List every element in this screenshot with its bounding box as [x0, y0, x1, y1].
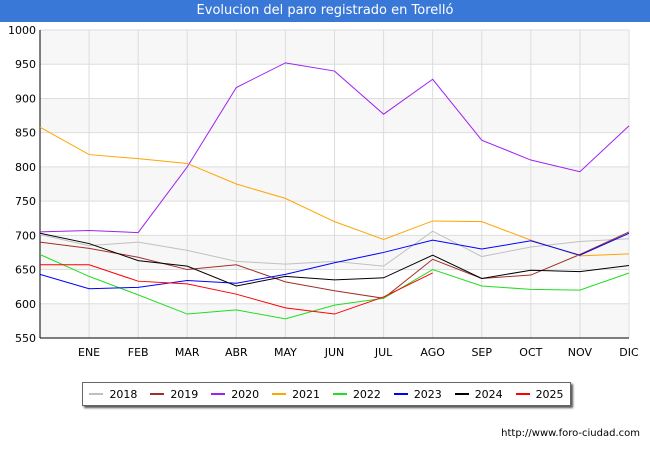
y-tick-label: 1000	[8, 24, 36, 37]
legend-item-2025: 2025	[515, 387, 564, 401]
series-line-2019	[39, 231, 630, 299]
x-tick-label: FEB	[128, 346, 149, 359]
series-line-2018	[39, 230, 630, 267]
legend-label: 2024	[474, 387, 503, 401]
x-tick-label: JUL	[374, 346, 393, 359]
legend-item-2024: 2024	[454, 387, 503, 401]
x-tick-label: ABR	[225, 346, 248, 359]
series-line-2020	[39, 62, 630, 234]
legend-swatch	[211, 393, 226, 395]
x-tick-label: MAY	[274, 346, 297, 359]
series-line-2024	[39, 232, 630, 287]
x-tick-label: NOV	[568, 346, 593, 359]
legend-label: 2022	[352, 387, 381, 401]
series-line-2025	[40, 264, 433, 315]
legend-swatch	[272, 393, 287, 395]
legend-swatch	[150, 393, 165, 395]
y-tick-label: 900	[15, 92, 36, 105]
legend-item-2019: 2019	[150, 388, 198, 401]
legend-label: 2019	[170, 387, 199, 401]
legend-swatch	[393, 393, 408, 395]
legend-item-2022: 2022	[332, 387, 381, 401]
legend-swatch	[332, 393, 347, 395]
series-line-2021	[39, 126, 630, 257]
y-tick-label: 800	[15, 161, 36, 174]
legend-label: 2018	[109, 387, 138, 401]
x-tick-label: DIC	[619, 346, 639, 359]
legend-label: 2023	[413, 387, 442, 401]
legend-label: 2021	[292, 387, 321, 401]
legend: 2018 2019 2020 2021 2022 2023 2024 2025	[82, 382, 571, 406]
y-tick-label: 700	[15, 229, 36, 242]
source-credit: http://www.foro-ciudad.com	[501, 428, 640, 439]
legend-label: 2025	[535, 387, 564, 401]
x-tick-label: JUN	[324, 346, 345, 359]
x-tick-label: MAR	[175, 346, 200, 359]
legend-item-2020: 2020	[211, 388, 259, 401]
legend-swatch	[454, 393, 469, 395]
y-tick-label: 850	[15, 127, 36, 140]
chart-title: Evolucion del paro registrado en Torelló	[0, 0, 650, 22]
x-tick-label: OCT	[519, 346, 542, 359]
legend-item-2018: 2018	[89, 388, 137, 401]
x-tick-label: AGO	[420, 346, 445, 359]
y-tick-label: 650	[15, 264, 36, 277]
legend-item-2023: 2023	[393, 387, 442, 401]
legend-item-2021: 2021	[272, 388, 320, 401]
x-tick-label: ENE	[78, 346, 100, 359]
legend-swatch	[515, 393, 530, 395]
y-tick-label: 550	[15, 332, 36, 345]
y-tick-label: 600	[15, 298, 36, 311]
legend-swatch	[89, 393, 104, 395]
y-tick-label: 950	[15, 58, 36, 71]
x-tick-label: SEP	[471, 346, 492, 359]
series-line-2022	[39, 254, 630, 320]
line-chart: 550 600 650 700 750 800 850 900 950 1000 ENE FEB MAR…	[8, 24, 639, 359]
legend-label: 2020	[231, 387, 260, 401]
series-line-2023	[39, 232, 630, 290]
y-tick-label: 750	[15, 195, 36, 208]
